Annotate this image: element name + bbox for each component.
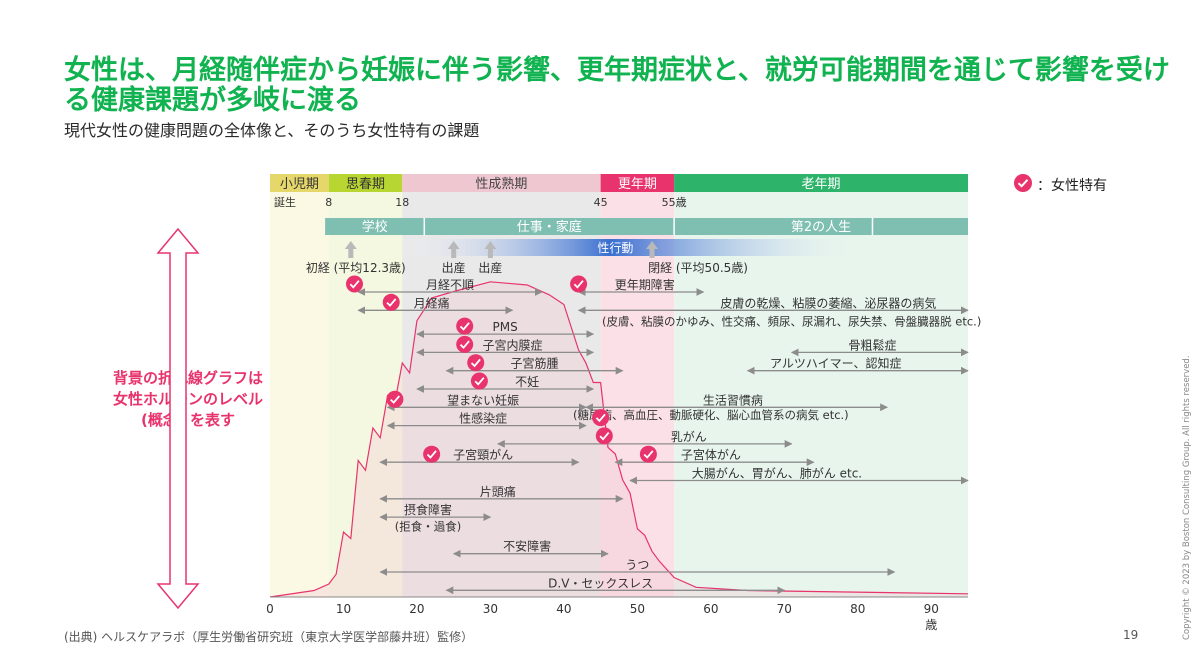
check-icon: [592, 409, 610, 427]
page-number: 19: [1123, 628, 1139, 642]
activity-segment: [325, 218, 425, 235]
stage-label: 老年期: [802, 177, 841, 192]
activity-label: 仕事・家庭: [517, 219, 582, 235]
issue-label: 子宮体がん: [681, 447, 741, 462]
check-icon: [345, 275, 363, 293]
issue-label: 更年期障害: [615, 277, 675, 292]
check-icon: [386, 390, 404, 408]
x-axis-tick: 30: [483, 602, 498, 616]
check-icon: [1013, 173, 1033, 199]
source-note: (出典) ヘルスケアラボ（厚生労働省研究班（東京大学医学部藤井班）監修）: [64, 630, 474, 644]
x-axis-tick: 10: [336, 602, 351, 616]
issue-label: 望まない妊娠: [447, 393, 519, 407]
stage-background: [402, 192, 601, 597]
check-icon: [382, 293, 400, 311]
age-marker: 誕生: [274, 195, 296, 209]
check-icon: [639, 445, 657, 463]
stage-老年期: [674, 174, 968, 192]
stage-更年期: [600, 174, 675, 192]
side-note-line: 女性ホルモンのレベル: [112, 390, 263, 408]
issue-label: 不妊: [515, 375, 539, 389]
activity-label: 学校: [362, 219, 388, 235]
issue-label: (拒食・過食): [395, 520, 461, 534]
check-icon: [423, 445, 441, 463]
issue-label: 子宮頸がん: [453, 447, 513, 462]
activity-segment: [424, 218, 675, 235]
issue-label: 骨粗鬆症: [848, 337, 896, 352]
stage-性成熟期: [402, 174, 601, 192]
issue-label: 乳がん: [671, 429, 707, 444]
x-axis-tick: 80: [850, 602, 865, 616]
up-arrow-icon: [447, 241, 460, 258]
check-icon: [570, 275, 588, 293]
issue-label: うつ: [625, 558, 649, 572]
stage-label: 更年期: [618, 177, 657, 192]
check-icon: [467, 354, 485, 372]
issue-label: アルツハイマー、認知症: [770, 356, 902, 371]
life-event-label: 初経 (平均12.3歳): [306, 261, 406, 275]
activity-label: 第2の人生: [791, 220, 851, 235]
age-marker: 8: [325, 196, 332, 209]
page-title: 女性は、月経随伴症から妊娠に伴う影響、更年期症状と、就労可能期間を通じて影響を受…: [64, 55, 1170, 116]
x-axis-tick: 60: [703, 602, 718, 616]
x-axis-tick: 50: [630, 602, 645, 616]
x-axis-tick: 40: [556, 602, 571, 616]
page-subtitle: 現代女性の健康問題の全体像と、そのうち女性特有の課題: [64, 121, 480, 140]
issue-label: 大腸がん、胃がん、肺がん etc.: [692, 465, 862, 480]
age-marker: 55歳: [662, 196, 687, 209]
life-event-label: 出産: [478, 260, 502, 275]
check-icon: [470, 372, 488, 390]
side-note: 背景の折れ線グラフは 女性ホルモンのレベル (概念) を表す: [98, 368, 278, 431]
sexual-activity-label: 性行動: [597, 241, 633, 255]
issue-label: 摂食障害: [404, 502, 452, 517]
issue-label: 月経痛: [414, 295, 450, 310]
age-marker: 45: [594, 196, 608, 209]
issue-label: D.V・セックスレス: [548, 576, 653, 590]
life-event-label: 出産: [442, 260, 466, 275]
issue-label: 片頭痛: [480, 484, 516, 499]
side-note-line: (概念) を表す: [141, 411, 235, 429]
up-arrow-icon: [646, 241, 659, 258]
legend-label: ：女性特有: [1037, 178, 1107, 194]
vertical-double-arrow: [156, 227, 200, 610]
sexual-activity-bar: [394, 239, 873, 256]
hormone-curve: [269, 281, 969, 598]
activity-segment: [674, 218, 968, 235]
stage-background: [270, 192, 329, 597]
issue-label: (糖尿病、高血圧、動脈硬化、脳心血管系の病気 etc.): [573, 408, 849, 422]
issue-label: 子宮筋腫: [510, 356, 558, 371]
copyright: Copyright © 2023 by Boston Consulting Gr…: [1182, 355, 1192, 640]
issue-label: 皮膚の乾燥、粘膜の萎縮、泌尿器の病気: [720, 295, 936, 310]
issue-label: 子宮内膜症: [482, 337, 542, 352]
life-event-label: 閉経 (平均50.5歳): [648, 261, 748, 275]
side-note-line: 背景の折れ線グラフは: [112, 369, 263, 387]
issue-label: 不安障害: [503, 539, 551, 554]
issue-label: PMS: [493, 320, 518, 334]
issue-label: 月経不順: [426, 278, 474, 292]
stage-background: [674, 192, 968, 597]
stage-label: 小児期: [280, 177, 319, 192]
check-icon: [456, 317, 474, 335]
up-arrow-icon: [344, 241, 357, 258]
age-marker: 18: [395, 196, 409, 209]
issue-label: (皮膚、粘膜のかゆみ、性交痛、頻尿、尿漏れ、尿失禁、骨盤臓器脱 etc.): [602, 315, 981, 329]
check-icon: [456, 335, 474, 353]
check-icon: [595, 427, 613, 445]
legend: ：女性特有: [1013, 173, 1107, 199]
x-axis-tick: 20: [409, 602, 424, 616]
issue-label: 生活習慣病: [703, 392, 763, 407]
x-axis-tick: 90: [924, 602, 939, 616]
stage-思春期: [328, 174, 403, 192]
x-axis-unit: 歳: [925, 618, 937, 632]
stage-label: 思春期: [346, 177, 385, 192]
x-axis-tick: 70: [777, 602, 792, 616]
stage-label: 性成熟期: [475, 176, 527, 192]
x-axis-tick: 0: [266, 602, 274, 616]
up-arrow-icon: [484, 241, 497, 258]
issue-label: 性感染症: [459, 411, 507, 426]
stage-小児期: [270, 174, 329, 192]
